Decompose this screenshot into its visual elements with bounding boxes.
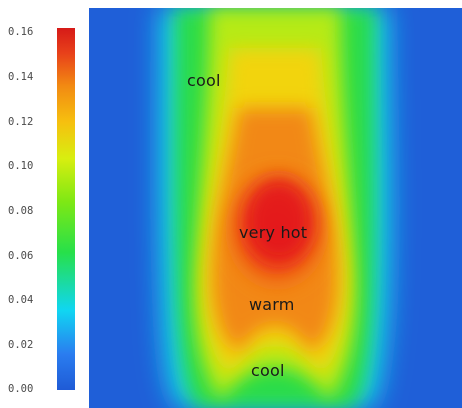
colorbar-tick-8: 0.00 (8, 383, 34, 395)
plume-hot-core-inner (245, 178, 313, 262)
temperature-field-svg (89, 8, 462, 408)
colorbar (57, 28, 75, 390)
colorbar-tick-3: 0.10 (8, 160, 34, 172)
label-cool-bottom: cool (251, 361, 285, 380)
label-cool-top: cool (187, 71, 221, 90)
colorbar-tick-1: 0.14 (8, 71, 34, 83)
colorbar-tick-7: 0.02 (8, 339, 34, 351)
label-warm: warm (249, 295, 295, 314)
colorbar-tick-6: 0.04 (8, 294, 34, 306)
colorbar-tick-2: 0.12 (8, 116, 34, 128)
colorbar-tick-4: 0.08 (8, 205, 34, 217)
colorbar-tick-0: 0.16 (8, 26, 34, 38)
colorbar-tick-labels: 0.16 0.14 0.12 0.10 0.08 0.06 0.04 0.02 … (0, 0, 55, 408)
label-very-hot: very hot (239, 223, 308, 242)
colorbar-tick-5: 0.06 (8, 250, 34, 262)
temperature-field-plot: cool very hot warm cool (89, 8, 462, 408)
